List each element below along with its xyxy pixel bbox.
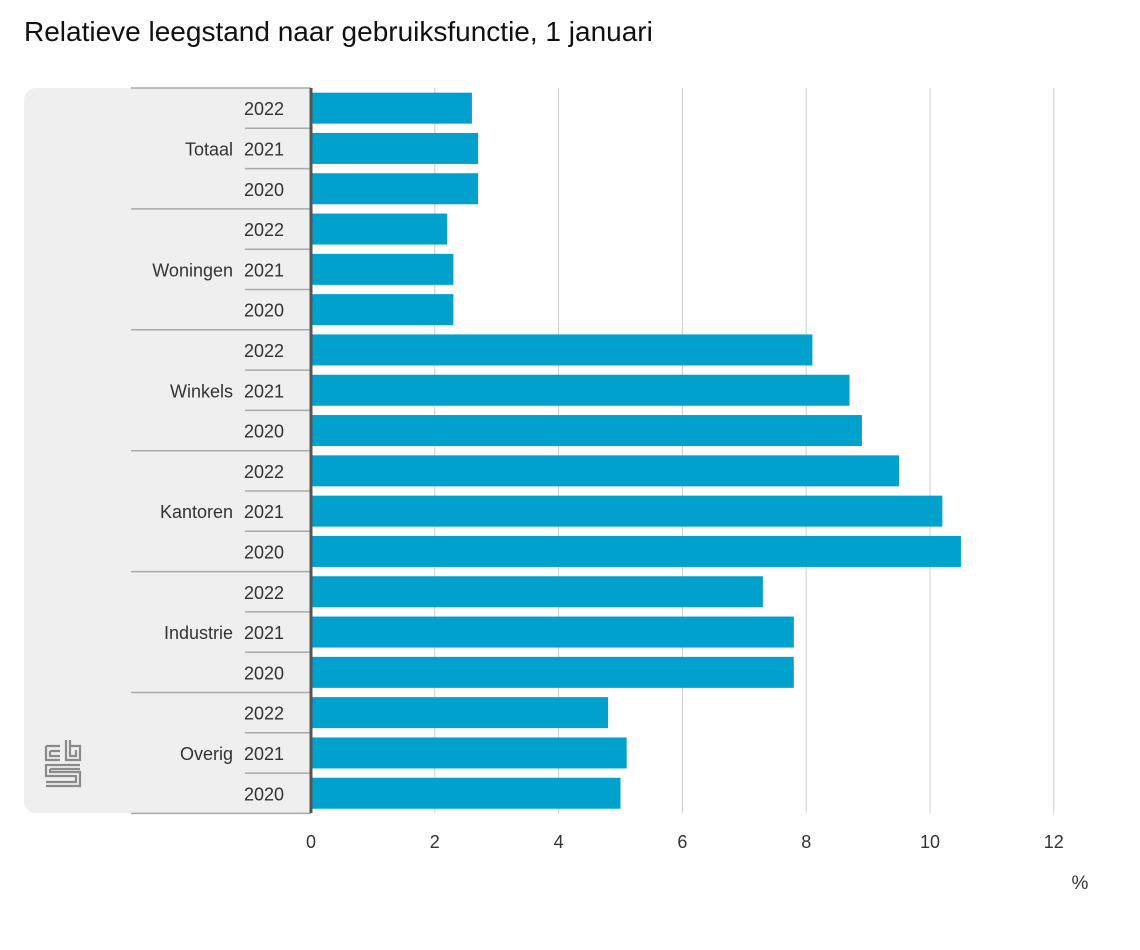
year-label: 2021: [244, 744, 284, 764]
year-label: 2021: [244, 381, 284, 401]
category-labels: 2022 2021 2020 Totaal 2022 2021 2020 Woningen 20…: [131, 87, 311, 815]
bar: [311, 173, 479, 205]
bar: [311, 656, 794, 688]
category-label: Overig: [180, 744, 233, 764]
bar: [311, 334, 813, 366]
year-label: 2022: [244, 704, 284, 724]
x-tick-label: 4: [554, 832, 564, 852]
year-label: 2021: [244, 623, 284, 643]
year-label: 2020: [244, 180, 284, 200]
bar: [311, 253, 454, 285]
bar: [311, 777, 621, 809]
year-label: 2022: [244, 220, 284, 240]
bar: [311, 213, 448, 245]
year-label: 2021: [244, 260, 284, 280]
x-tick-label: 10: [920, 832, 940, 852]
bar: [311, 737, 627, 769]
bar: [311, 415, 862, 447]
category-label: Woningen: [152, 260, 233, 280]
x-tick-label: 6: [677, 832, 687, 852]
bar: [311, 495, 943, 527]
chart-title: Relatieve leegstand naar gebruiksfunctie…: [24, 16, 653, 47]
cbs-logo-icon: [44, 740, 82, 788]
x-tick-label: 12: [1044, 832, 1064, 852]
year-label: 2021: [244, 139, 284, 159]
bar: [311, 455, 900, 487]
year-label: 2020: [244, 663, 284, 683]
bar: [311, 132, 479, 164]
bar: [311, 374, 850, 406]
bar: [311, 294, 454, 326]
bar: [311, 535, 961, 567]
year-label: 2022: [244, 341, 284, 361]
year-label: 2022: [244, 99, 284, 119]
bar: [311, 576, 763, 608]
bar: [311, 697, 609, 729]
x-tick-label: 0: [306, 832, 316, 852]
category-label: Totaal: [185, 139, 233, 159]
year-label: 2020: [244, 784, 284, 804]
year-label: 2022: [244, 583, 284, 603]
bars: [311, 92, 961, 809]
x-axis-ticks: 0 2 4 6 8 10 12: [306, 832, 1064, 852]
year-label: 2022: [244, 462, 284, 482]
year-label: 2020: [244, 301, 284, 321]
category-label: Kantoren: [160, 502, 233, 522]
category-label: Winkels: [170, 381, 233, 401]
year-label: 2021: [244, 502, 284, 522]
bar: [311, 92, 472, 124]
bar: [311, 616, 794, 648]
x-axis-label: %: [1072, 873, 1089, 894]
gridlines: [434, 88, 1055, 814]
year-label: 2020: [244, 542, 284, 562]
x-tick-label: 8: [801, 832, 811, 852]
category-label: Industrie: [164, 623, 233, 643]
year-label: 2020: [244, 422, 284, 442]
x-tick-label: 2: [430, 832, 440, 852]
